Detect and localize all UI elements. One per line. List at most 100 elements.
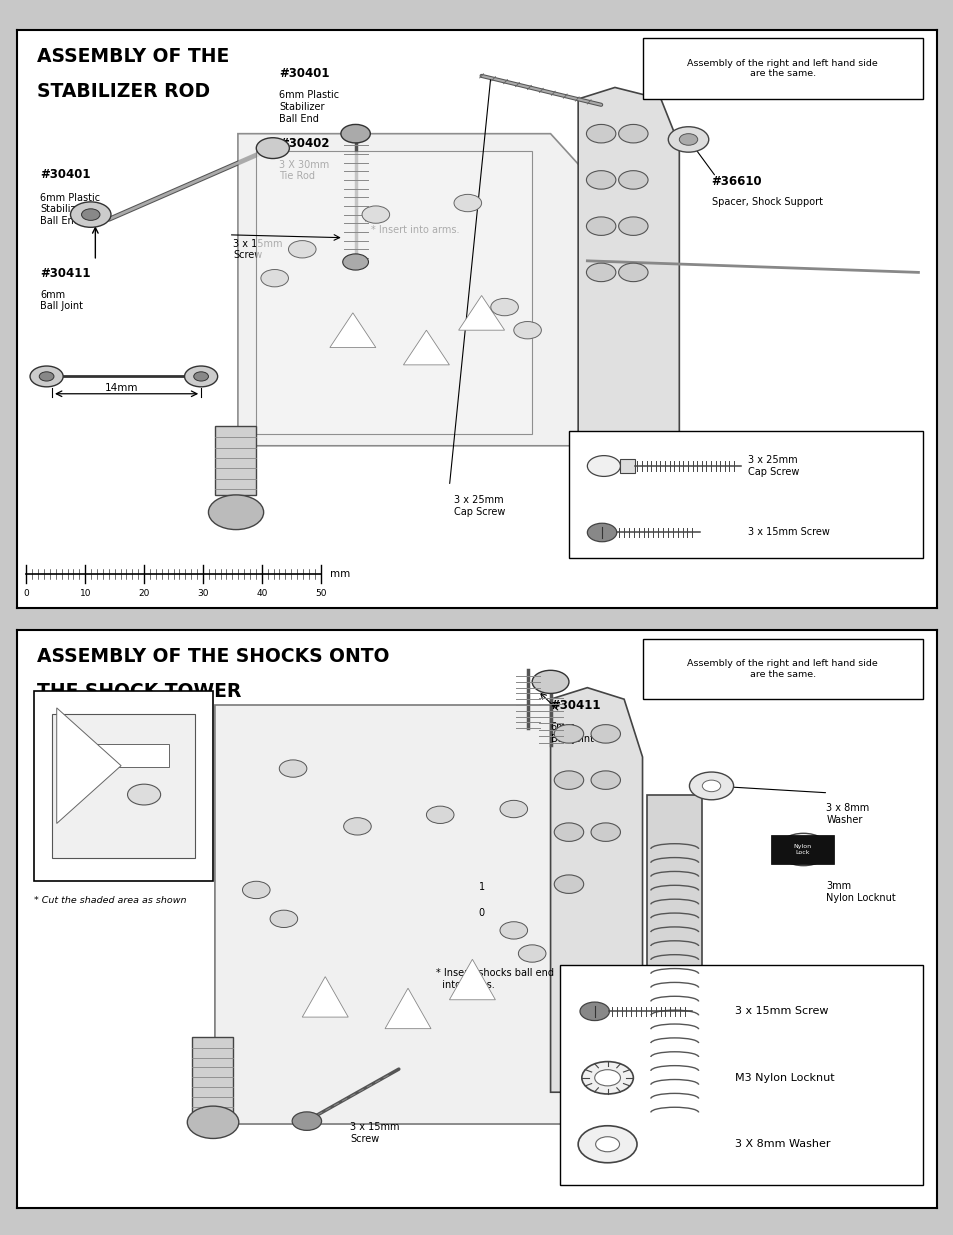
Text: * Insert  shocks ball end
  into  arms.: * Insert shocks ball end into arms.: [436, 968, 553, 989]
Text: 3 x 15mm Screw: 3 x 15mm Screw: [734, 1007, 827, 1016]
Text: 3 x 25mm
Cap Screw: 3 x 25mm Cap Screw: [747, 456, 799, 477]
Circle shape: [579, 1002, 609, 1020]
Circle shape: [586, 125, 616, 143]
Circle shape: [587, 524, 617, 542]
Bar: [619, 459, 635, 473]
Text: ASSEMBLY OF THE SHOCKS ONTO: ASSEMBLY OF THE SHOCKS ONTO: [37, 647, 390, 666]
Circle shape: [209, 495, 263, 530]
Text: M3 Nylon Locknut: M3 Nylon Locknut: [734, 1073, 833, 1083]
Text: 40: 40: [255, 589, 267, 598]
Text: 6mm Plastic
Stabilizer
Ball End: 6mm Plastic Stabilizer Ball End: [40, 193, 100, 226]
Polygon shape: [237, 133, 587, 446]
Circle shape: [581, 1062, 633, 1094]
Circle shape: [618, 170, 647, 189]
Bar: [192, 1037, 233, 1113]
Bar: [61, 743, 169, 767]
Text: #30401: #30401: [279, 67, 330, 80]
Circle shape: [554, 823, 583, 841]
Circle shape: [689, 772, 733, 800]
Circle shape: [594, 1070, 619, 1086]
Circle shape: [777, 834, 828, 866]
Polygon shape: [330, 312, 375, 347]
Text: 1: 1: [478, 882, 484, 892]
Polygon shape: [256, 151, 532, 435]
Text: 3 X 8mm Washer: 3 X 8mm Washer: [734, 1139, 829, 1150]
Bar: [642, 638, 923, 699]
Circle shape: [242, 882, 270, 899]
Polygon shape: [403, 330, 449, 364]
Circle shape: [618, 217, 647, 236]
Circle shape: [270, 910, 297, 927]
Circle shape: [554, 725, 583, 743]
Text: THE SHOCK TOWER: THE SHOCK TOWER: [37, 682, 241, 701]
Circle shape: [595, 1136, 618, 1152]
Circle shape: [554, 874, 583, 893]
Bar: [52, 714, 194, 858]
Circle shape: [30, 366, 63, 387]
Text: mm: mm: [330, 569, 350, 579]
Text: * Cut the shaded area as shown: * Cut the shaded area as shown: [33, 895, 186, 905]
Circle shape: [260, 269, 288, 287]
Polygon shape: [302, 977, 348, 1018]
Circle shape: [256, 138, 289, 158]
Text: 20: 20: [138, 589, 150, 598]
Circle shape: [128, 784, 160, 805]
Bar: [770, 835, 833, 864]
Bar: [559, 965, 923, 1184]
Circle shape: [679, 133, 697, 146]
Circle shape: [193, 372, 209, 382]
Bar: [646, 794, 701, 1118]
Polygon shape: [385, 988, 431, 1029]
Circle shape: [517, 945, 545, 962]
Circle shape: [71, 201, 111, 227]
Text: #30411: #30411: [40, 267, 91, 279]
Text: 3 x 15mm Screw: 3 x 15mm Screw: [747, 527, 829, 537]
Circle shape: [586, 263, 616, 282]
Circle shape: [591, 771, 619, 789]
Circle shape: [618, 263, 647, 282]
Circle shape: [586, 217, 616, 236]
Text: Assembly of the right and left hand side
are the same.: Assembly of the right and left hand side…: [687, 659, 878, 678]
Text: 3 x 8mm
Washer: 3 x 8mm Washer: [825, 803, 869, 825]
Text: #30411: #30411: [550, 699, 600, 713]
Text: 3 x 15mm
Screw: 3 x 15mm Screw: [233, 238, 282, 261]
Circle shape: [701, 781, 720, 792]
Circle shape: [587, 456, 619, 477]
Circle shape: [279, 760, 307, 777]
Text: 0: 0: [24, 589, 30, 598]
Text: 3 x 15mm
Screw: 3 x 15mm Screw: [350, 1123, 399, 1144]
Text: #36610: #36610: [711, 175, 761, 188]
Circle shape: [81, 209, 100, 220]
Text: Nylon
Lock: Nylon Lock: [793, 844, 811, 855]
Text: 3 X 30mm
Tie Rod: 3 X 30mm Tie Rod: [279, 159, 329, 182]
Circle shape: [292, 1112, 321, 1130]
Text: 50: 50: [314, 589, 326, 598]
Circle shape: [668, 127, 708, 152]
Circle shape: [499, 921, 527, 939]
Circle shape: [514, 321, 540, 338]
Circle shape: [184, 366, 217, 387]
Text: Assembly of the right and left hand side
are the same.: Assembly of the right and left hand side…: [687, 59, 878, 78]
Polygon shape: [550, 688, 642, 1092]
Circle shape: [791, 842, 815, 857]
Text: * Insert into arms.: * Insert into arms.: [371, 225, 459, 235]
Text: 14mm: 14mm: [105, 383, 138, 394]
Circle shape: [361, 206, 389, 224]
Circle shape: [340, 125, 370, 143]
Text: 30: 30: [197, 589, 209, 598]
Circle shape: [578, 1126, 637, 1162]
Circle shape: [532, 671, 568, 693]
Text: Spacer, Shock Support: Spacer, Shock Support: [711, 198, 821, 207]
Circle shape: [554, 771, 583, 789]
Polygon shape: [449, 960, 495, 1000]
Circle shape: [39, 372, 54, 382]
Text: 3mm
Nylon Locknut: 3mm Nylon Locknut: [825, 882, 895, 903]
Circle shape: [586, 170, 616, 189]
Polygon shape: [458, 295, 504, 330]
Text: #30402: #30402: [279, 137, 330, 149]
Circle shape: [454, 194, 481, 211]
Circle shape: [342, 254, 368, 270]
Text: 6mm
Ball Joint: 6mm Ball Joint: [550, 722, 593, 743]
Circle shape: [591, 823, 619, 841]
Polygon shape: [214, 705, 605, 1124]
